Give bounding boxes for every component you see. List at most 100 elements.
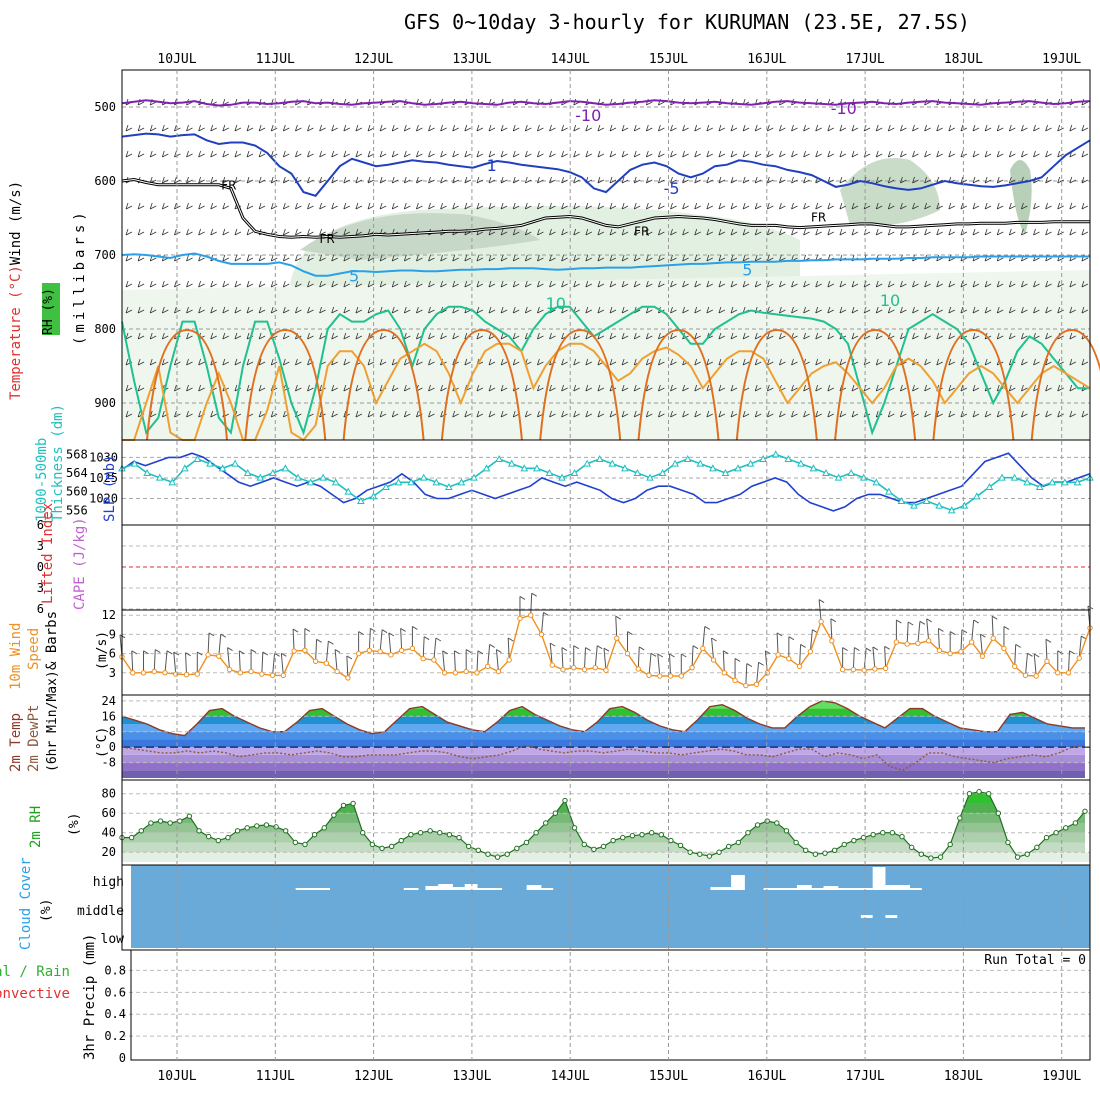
rh-band	[122, 813, 1085, 823]
wind-barb	[452, 124, 459, 132]
rh-marker	[1034, 844, 1040, 851]
wind-barb	[186, 254, 193, 262]
wind-barb	[295, 280, 302, 288]
rh-marker	[793, 839, 799, 846]
wind-barb-10m	[1033, 653, 1040, 677]
wind-barb	[355, 280, 363, 288]
rh-marker	[533, 830, 539, 836]
wind-barb	[500, 228, 508, 236]
wind-barb	[839, 410, 847, 418]
wind-speed-marker	[818, 618, 824, 625]
li-ytick: 6	[37, 602, 44, 616]
wind-barb	[500, 202, 508, 210]
wind-barb-10m	[453, 650, 460, 673]
cloud-high-block	[477, 888, 503, 890]
wind-barb	[815, 332, 822, 340]
wind-barb	[718, 332, 726, 340]
rh-bands	[122, 791, 1085, 862]
wind-barb	[343, 358, 350, 366]
rh-marker	[918, 851, 924, 857]
rh-marker	[610, 837, 616, 844]
wind-barb	[791, 384, 798, 392]
wind-barb	[428, 176, 435, 184]
wind-barb	[730, 306, 738, 314]
wind-barb	[210, 410, 217, 418]
cloud-high-block	[872, 867, 886, 890]
temp-band	[122, 762, 1085, 771]
wind-barb	[1021, 410, 1028, 418]
wind-barb	[972, 150, 980, 158]
wind-barb	[887, 410, 895, 418]
wind-barb	[670, 332, 677, 340]
wind-barb	[912, 384, 919, 392]
cloud-high-block	[910, 888, 922, 890]
upper-air-ytick: 900	[94, 396, 116, 410]
cloud-unit-text: (%)	[39, 899, 54, 922]
wind-barb	[476, 150, 484, 158]
cloud-ylabel-text: Cloud Cover	[18, 857, 34, 950]
top-xtick-label: 18JUL	[944, 52, 983, 67]
slp-ytick: 1020	[89, 492, 118, 506]
wind-barb	[996, 202, 1004, 210]
wind-barb	[161, 176, 169, 184]
wind-barb	[791, 306, 798, 314]
wind-barb	[573, 332, 580, 340]
wind-barb	[573, 280, 580, 288]
chart-title: GFS 0~10day 3-hourly for KURUMAN (23.5E,…	[404, 10, 970, 34]
wind-barb	[488, 176, 496, 184]
wind-barb-10m	[991, 615, 998, 639]
wind-barb	[694, 358, 701, 366]
wind-barb	[307, 332, 314, 340]
wind-barb	[476, 280, 484, 288]
wind-barb	[766, 410, 774, 418]
wind-barb	[984, 124, 992, 132]
rh-marker	[485, 851, 491, 857]
bottom-xtick-label: 16JUL	[747, 1069, 786, 1084]
wind-speed-marker	[753, 681, 760, 688]
rh-marker	[986, 791, 992, 797]
wind-barb	[379, 332, 387, 340]
wind-barb	[355, 228, 363, 236]
wind-barb-10m	[756, 661, 764, 685]
wind-barb	[561, 150, 568, 158]
wind-barb	[609, 124, 617, 132]
thickness-marker	[847, 468, 855, 476]
wind-barb	[658, 358, 665, 366]
wind-barb	[682, 254, 689, 262]
wind-barb	[658, 150, 665, 158]
wind-barb	[827, 410, 834, 418]
wind-barb	[500, 280, 508, 288]
wind-barb-10m	[788, 636, 795, 659]
wind-barb	[621, 280, 629, 288]
wind-speed-marker	[635, 666, 641, 672]
rh-marker	[706, 853, 713, 859]
wind-barb	[331, 332, 338, 340]
wind-barb	[403, 358, 411, 366]
cloud-high-block	[425, 886, 439, 890]
temp-ylabel-3: (6hr Min/Max)	[45, 670, 60, 772]
wind-barb	[912, 332, 919, 340]
wind-barb-10m	[799, 643, 806, 667]
rh-marker	[340, 802, 347, 809]
wind-barb	[1045, 280, 1052, 288]
wind-barb	[1008, 384, 1016, 392]
wind-barb	[319, 150, 326, 158]
rh-ytick: 20	[102, 845, 116, 859]
rh-marker	[754, 822, 761, 828]
cloud-unit: (%)	[39, 899, 54, 922]
rh-marker	[465, 843, 472, 850]
wind-barb	[924, 202, 931, 210]
wind-barb	[742, 280, 750, 288]
wind-barb	[331, 124, 338, 132]
wind-barb	[186, 176, 193, 184]
wind-speed-marker	[420, 656, 426, 662]
wind-barb	[500, 358, 508, 366]
rh-marker	[138, 828, 144, 834]
wind-barb	[319, 202, 326, 210]
wind-barb-10m	[917, 620, 926, 644]
cloud-level-label: low	[101, 932, 125, 947]
thickness-marker	[306, 478, 315, 486]
wind-barb	[779, 124, 786, 132]
wind-barb	[1081, 410, 1089, 418]
rh-marker	[937, 854, 944, 860]
